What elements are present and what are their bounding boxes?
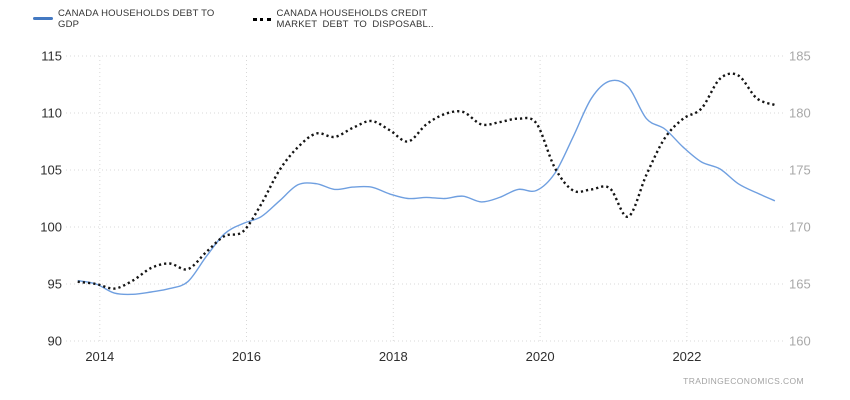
- left-axis-tick-label: 105: [40, 163, 62, 178]
- right-axis-tick-label: 175: [789, 163, 811, 178]
- legend-label-line1: CANADA HOUSEHOLDS CREDIT: [276, 8, 428, 19]
- series-path-credit-market-debt[interactable]: [77, 72, 776, 290]
- right-axis-tick-label: 180: [789, 106, 811, 121]
- x-axis-tick-label: 2020: [526, 349, 555, 364]
- watermark: TRADINGECONOMICS.COM: [683, 376, 804, 386]
- legend-label-line1: CANADA HOUSEHOLDS DEBT TO: [58, 8, 215, 19]
- right-axis-tick-label: 165: [789, 277, 811, 292]
- left-axis-tick-label: 100: [40, 220, 62, 235]
- series-path-debt-to-gdp[interactable]: [77, 79, 776, 296]
- blue-line-swatch-icon: [33, 17, 53, 20]
- left-axis-tick-label: 95: [48, 277, 62, 292]
- right-axis-tick-label: 185: [789, 49, 811, 64]
- x-axis-tick-label: 2022: [672, 349, 701, 364]
- x-axis-tick-label: 2014: [85, 349, 114, 364]
- x-axis-tick-label: 2018: [379, 349, 408, 364]
- legend-item-credit-market-debt[interactable]: CANADA HOUSEHOLDS CREDIT MARKET DEBT TO …: [252, 8, 434, 30]
- left-axis-tick-label: 110: [41, 106, 62, 121]
- left-axis-tick-label: 90: [48, 334, 62, 349]
- legend-label-debt-to-gdp: CANADA HOUSEHOLDS DEBT TO GDP: [58, 8, 215, 30]
- legend: CANADA HOUSEHOLDS DEBT TO GDP CANADA HOU…: [33, 8, 434, 30]
- right-axis-tick-label: 160: [789, 334, 811, 349]
- legend-label-line2: MARKET DEBT TO DISPOSABL..: [276, 19, 434, 30]
- right-axis-tick-label: 170: [789, 220, 811, 235]
- legend-label-line2: GDP: [58, 19, 80, 30]
- legend-label-credit-market-debt: CANADA HOUSEHOLDS CREDIT MARKET DEBT TO …: [277, 8, 434, 30]
- legend-item-debt-to-gdp[interactable]: CANADA HOUSEHOLDS DEBT TO GDP: [33, 8, 215, 30]
- x-axis-tick-label: 2016: [232, 349, 261, 364]
- left-axis-tick-label: 115: [41, 49, 62, 64]
- dotted-line-swatch-icon: [252, 18, 271, 21]
